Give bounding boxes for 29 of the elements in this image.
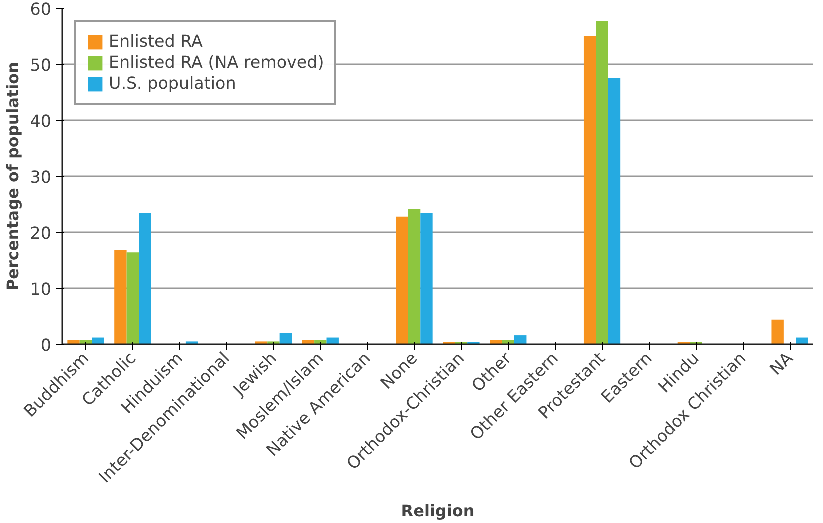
bar	[126, 252, 140, 344]
y-tick-label: 20	[30, 224, 52, 243]
bar	[139, 213, 152, 344]
bar	[396, 216, 408, 344]
legend-label: Enlisted RA (NA removed)	[109, 53, 324, 72]
y-axis-title: Percentage of population	[3, 62, 22, 292]
bar	[608, 78, 621, 344]
bar	[584, 36, 596, 344]
bar	[92, 338, 104, 344]
bar	[514, 336, 527, 344]
bar	[68, 340, 80, 344]
legend-label: Enlisted RA	[109, 32, 203, 51]
y-tick-label: 40	[30, 112, 52, 131]
bar	[772, 320, 784, 344]
y-tick-label: 60	[30, 0, 52, 19]
legend-label: U.S. population	[109, 74, 236, 93]
bar	[490, 340, 502, 344]
bar	[796, 338, 808, 344]
bar	[596, 21, 608, 344]
x-tick-label: NA	[766, 348, 798, 380]
y-tick-label: 0	[40, 336, 52, 355]
y-tick-label: 50	[30, 56, 52, 75]
x-axis-title: Religion	[401, 501, 475, 520]
bar	[420, 213, 433, 344]
bar	[280, 333, 292, 344]
y-tick-label: 10	[30, 280, 52, 299]
y-tick-label: 30	[30, 168, 52, 187]
bar	[408, 210, 421, 344]
bar	[114, 250, 127, 344]
